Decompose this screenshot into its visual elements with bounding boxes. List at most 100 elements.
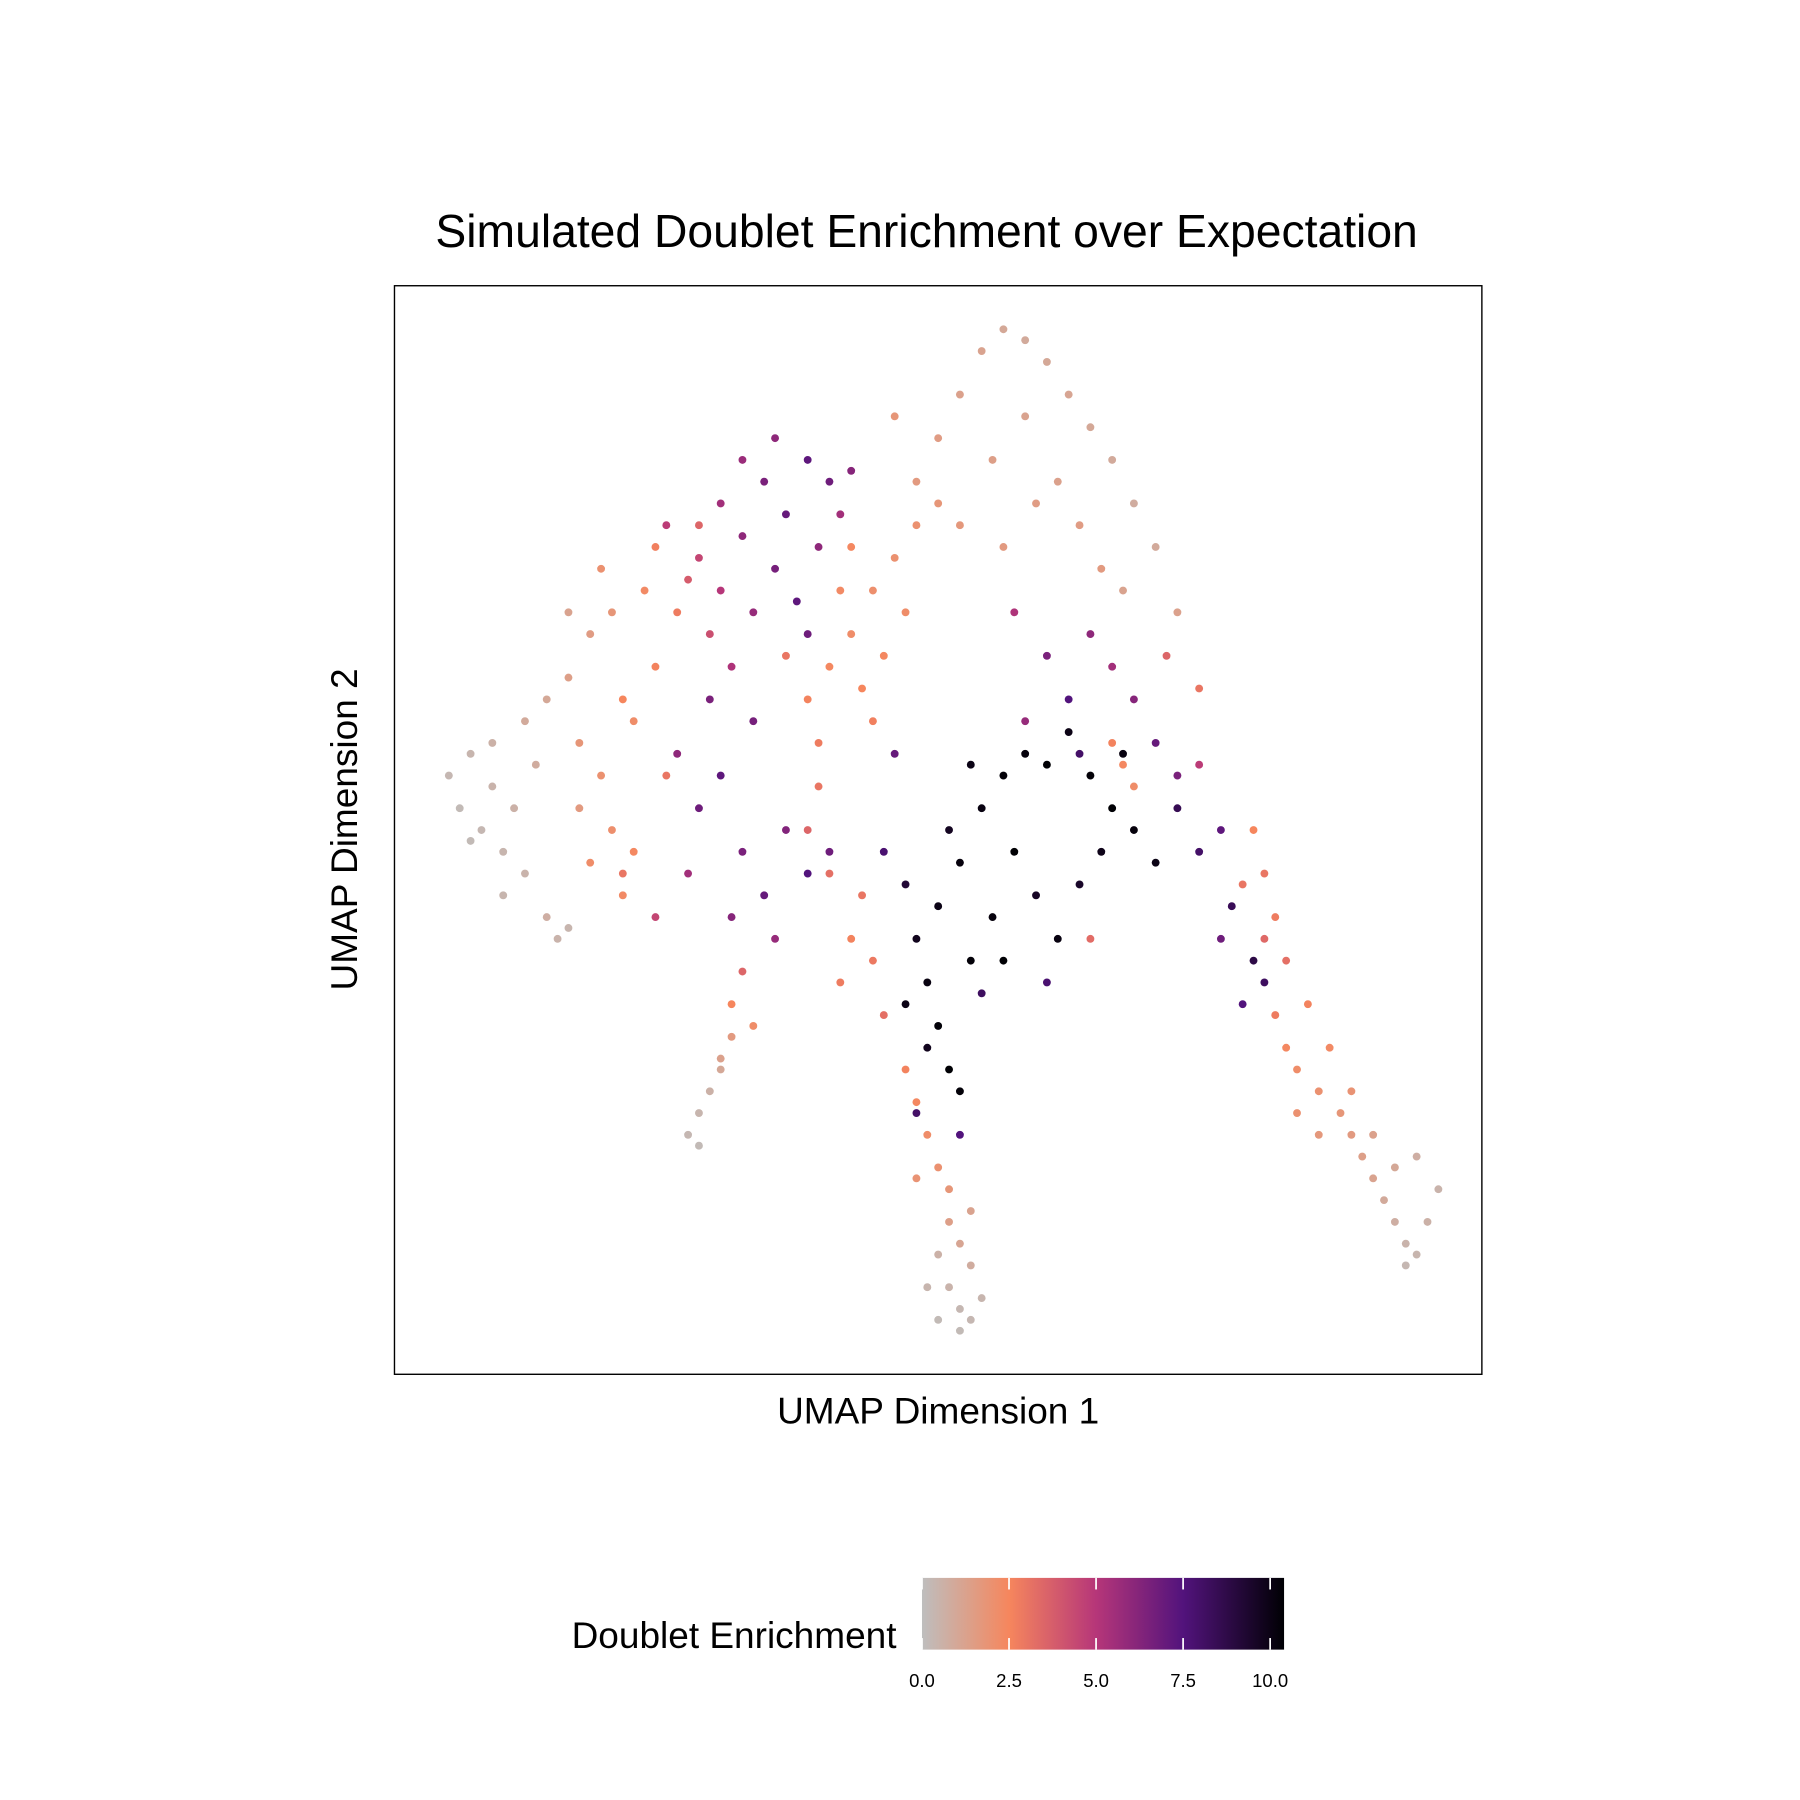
point <box>945 1283 953 1292</box>
point <box>1064 695 1073 704</box>
point <box>695 1141 703 1150</box>
point <box>1075 880 1084 889</box>
point <box>1021 717 1030 726</box>
point <box>890 553 899 562</box>
point <box>912 1174 921 1183</box>
point <box>955 1326 964 1335</box>
point <box>716 771 725 780</box>
point <box>521 717 529 726</box>
point <box>684 575 693 584</box>
point <box>716 1054 725 1063</box>
point <box>1162 651 1171 660</box>
point <box>1129 499 1138 508</box>
point <box>1064 390 1073 399</box>
point <box>999 543 1008 551</box>
point <box>1129 826 1138 834</box>
point <box>1390 1163 1399 1172</box>
point <box>1336 1109 1345 1117</box>
point <box>455 804 464 813</box>
point <box>977 804 986 813</box>
point <box>977 347 986 355</box>
point <box>618 869 627 878</box>
points <box>444 325 1443 1335</box>
point <box>879 847 888 856</box>
point <box>1053 934 1062 943</box>
point <box>1075 749 1084 758</box>
point <box>738 532 747 541</box>
point <box>901 608 910 617</box>
point <box>749 1022 758 1030</box>
point <box>901 1065 910 1074</box>
point <box>1195 684 1204 693</box>
point <box>879 1011 888 1020</box>
point <box>1293 1065 1301 1074</box>
point <box>1260 978 1269 987</box>
point <box>1075 521 1084 530</box>
colorbar-tick-label: 10.0 <box>1252 1670 1288 1691</box>
point <box>695 1109 703 1117</box>
point <box>1032 891 1040 900</box>
point <box>1021 336 1030 345</box>
point <box>1086 423 1095 432</box>
point <box>955 1239 964 1248</box>
point <box>444 771 453 780</box>
point <box>966 956 975 965</box>
point <box>1173 804 1182 813</box>
point <box>858 891 866 900</box>
point <box>608 608 616 617</box>
point <box>1010 608 1019 617</box>
point <box>923 1130 932 1139</box>
point <box>466 749 475 758</box>
point <box>499 891 508 900</box>
y-axis-label: UMAP Dimension 2 <box>323 668 365 990</box>
point <box>782 651 790 660</box>
point <box>1108 804 1117 813</box>
point <box>608 826 616 834</box>
point <box>966 1207 975 1215</box>
point <box>836 586 845 595</box>
point <box>1129 782 1138 791</box>
point <box>879 651 888 660</box>
point <box>1151 858 1160 867</box>
point <box>1086 630 1095 639</box>
point <box>1271 913 1280 922</box>
point <box>1119 760 1127 769</box>
point <box>1042 978 1051 987</box>
point <box>716 499 725 508</box>
point <box>825 477 834 486</box>
point <box>934 499 943 508</box>
point <box>651 913 660 922</box>
point <box>1293 1109 1301 1117</box>
point <box>477 826 486 834</box>
point <box>1064 728 1073 736</box>
point <box>771 434 779 443</box>
point <box>705 630 714 639</box>
point <box>934 1163 943 1172</box>
point <box>803 695 812 704</box>
point <box>966 1315 975 1324</box>
point <box>923 1043 932 1052</box>
point <box>934 1022 943 1030</box>
point <box>1086 771 1095 780</box>
point <box>814 738 823 747</box>
point <box>1423 1217 1432 1226</box>
point <box>912 477 921 486</box>
plot-frame <box>393 285 1483 1375</box>
colorbar-title: Doublet Enrichment <box>572 1614 898 1656</box>
point <box>760 891 769 900</box>
point <box>1358 1152 1367 1161</box>
point <box>564 673 573 682</box>
point <box>1314 1087 1323 1096</box>
point <box>727 662 736 671</box>
point <box>1021 412 1030 421</box>
point <box>521 869 529 878</box>
point <box>1195 760 1204 769</box>
point <box>1282 1043 1291 1052</box>
point <box>1216 934 1225 943</box>
chart-title: Simulated Doublet Enrichment over Expect… <box>435 205 1417 257</box>
point <box>684 869 693 878</box>
point <box>1119 749 1127 758</box>
point <box>629 847 638 856</box>
point <box>1260 934 1269 943</box>
point <box>868 586 877 595</box>
